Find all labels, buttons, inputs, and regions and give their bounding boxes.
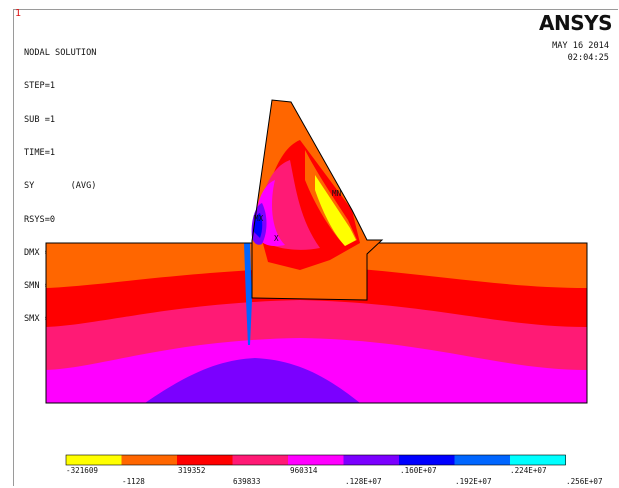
legend-swatch <box>66 455 122 465</box>
legend-upper-label: -321609 <box>66 466 99 475</box>
info-line: RSYS=0 <box>24 214 56 225</box>
date-text: MAY 16 2014 <box>552 41 609 51</box>
legend-lower-label: 639833 <box>233 477 261 486</box>
legend-lower-label: .128E+07 <box>345 477 382 486</box>
legend-swatch <box>232 455 289 465</box>
graphics-window <box>13 9 618 486</box>
axis-marker: X <box>274 234 279 243</box>
min-marker: MN <box>332 189 342 198</box>
legend-upper-label: .224E+07 <box>510 466 547 475</box>
legend-lower-label: .256E+07 <box>566 477 603 486</box>
legend-swatch <box>343 455 400 465</box>
info-line: TIME=1 <box>24 148 56 159</box>
timestamp: MAY 16 2014 02:04:25 <box>552 40 609 64</box>
legend-upper-label: 960314 <box>290 466 318 475</box>
legend-border <box>65 454 566 466</box>
legend-bar <box>65 454 566 466</box>
info-line: STEP=1 <box>24 81 56 92</box>
legend-swatch <box>510 455 566 465</box>
legend-swatch <box>177 455 233 465</box>
base-contours <box>45 242 588 404</box>
legend-lower-label: -1128 <box>122 477 145 486</box>
legend-lower-label: .192E+07 <box>455 477 492 486</box>
legend-swatch <box>121 455 178 465</box>
time-text: 02:04:25 <box>567 53 609 63</box>
window-number: 1 <box>15 8 22 19</box>
legend-swatch <box>454 455 511 465</box>
max-marker: MX <box>254 214 264 223</box>
legend-upper-label: 319352 <box>178 466 206 475</box>
legend-swatch <box>288 455 344 465</box>
solution-title: NODAL SOLUTION <box>24 48 97 59</box>
info-line: SY (AVG) <box>24 181 97 192</box>
legend-swatch <box>399 455 455 465</box>
legend-upper-label: .160E+07 <box>400 466 437 475</box>
ansys-logo: ANSYS <box>539 11 613 35</box>
info-line: SUB =1 <box>24 114 56 125</box>
upper-part <box>251 99 384 301</box>
